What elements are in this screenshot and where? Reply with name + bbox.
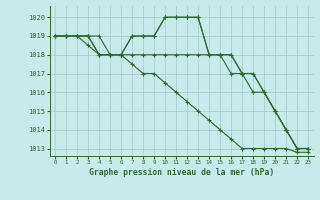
- X-axis label: Graphe pression niveau de la mer (hPa): Graphe pression niveau de la mer (hPa): [89, 168, 274, 177]
